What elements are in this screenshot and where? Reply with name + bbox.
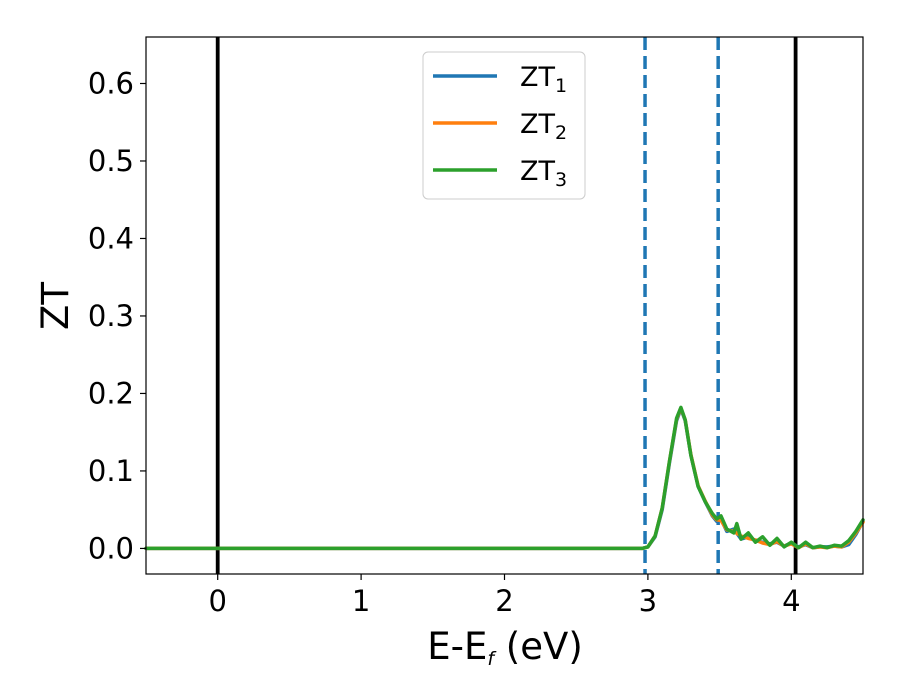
y-axis: 0.0 0.1 0.2 0.3 0.4 0.5 0.6 <box>88 66 146 565</box>
series-line-3 <box>144 405 865 551</box>
legend-box <box>422 51 586 200</box>
x-tick-label: 2 <box>495 584 513 618</box>
legend-label-1: ZT1 <box>520 62 567 97</box>
reference-lines <box>215 37 798 574</box>
x-tick-label: 3 <box>639 584 657 618</box>
y-tick-label: 0.4 <box>88 221 134 255</box>
y-tick-label: 0.0 <box>88 531 134 565</box>
x-tick-label: 4 <box>782 584 800 618</box>
legend: ZT1 ZT2 ZT3 <box>422 51 586 200</box>
x-axis-label: E-Ef (eV) <box>427 625 583 670</box>
x-axis: 0 1 2 3 4 <box>208 574 801 618</box>
x-tick-label: 1 <box>352 584 370 618</box>
y-tick-label: 0.2 <box>88 376 134 410</box>
y-axis-label: ZT <box>34 282 77 330</box>
series-line-2 <box>144 406 865 551</box>
x-tick-label: 0 <box>208 584 226 618</box>
y-tick-label: 0.5 <box>88 144 134 178</box>
legend-label-3: ZT3 <box>520 156 567 191</box>
series-line-1 <box>144 407 865 551</box>
series-lines <box>144 405 865 551</box>
y-tick-label: 0.3 <box>88 299 134 333</box>
y-tick-label: 0.1 <box>88 454 134 488</box>
y-tick-label: 0.6 <box>88 66 134 100</box>
legend-label-2: ZT2 <box>520 109 567 144</box>
